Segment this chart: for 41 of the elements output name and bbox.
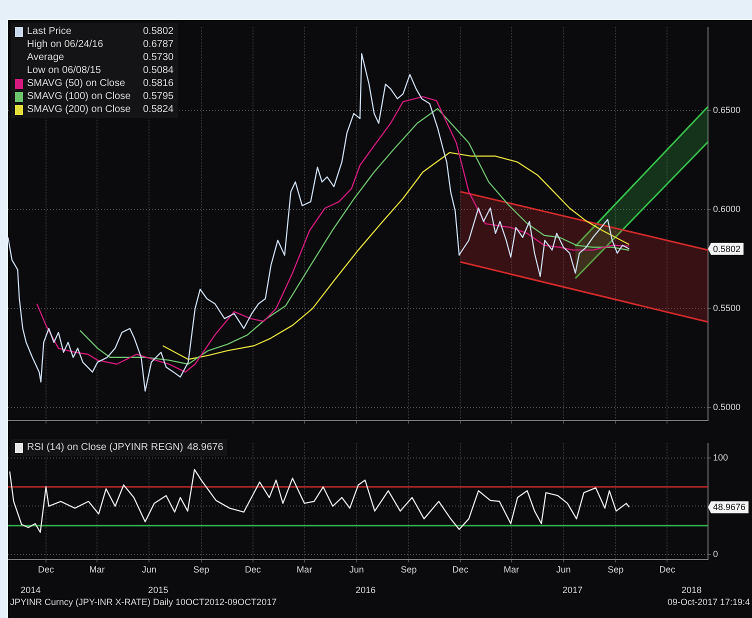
- y-tick-label: 0.5000: [713, 402, 741, 412]
- text: 09-Oct-2017 17:19:4: [667, 597, 750, 607]
- x2-tick-label: 2014: [20, 585, 41, 596]
- text: High on 06/24/16 0.6787: [27, 39, 174, 50]
- x-tick-label: Dec: [244, 564, 262, 574]
- x-tick-label: Jun: [556, 564, 571, 574]
- text: 0.5802: [713, 244, 741, 254]
- annotation: 0.5795: [143, 90, 174, 103]
- y-tick-label: 0.5500: [713, 303, 741, 314]
- x-tick-label: Mar: [296, 564, 312, 574]
- legend-label: SMAVG (200) on Close: [27, 103, 132, 116]
- x-tick-label: Mar: [504, 564, 520, 574]
- x2-tick-label: 2016: [356, 585, 376, 596]
- x-tick-label: Mar: [89, 564, 105, 574]
- x-tick-label: Dec: [659, 564, 676, 574]
- x-tick-label: Dec: [452, 564, 469, 574]
- annotation: 0.5816: [143, 77, 174, 90]
- text: Low on 06/08/15 0.5084: [27, 65, 174, 76]
- legend-label: Last Price: [27, 25, 72, 38]
- x-tick-label: Dec: [38, 564, 54, 574]
- annotation: 0.5802: [143, 25, 174, 38]
- text: JPYINR Curncy (JPY-INR X-RATE) Daily 10OCT2012-09OCT2017: [10, 597, 277, 607]
- x-tick-label: Sep: [193, 564, 210, 574]
- annotation: 48.9676: [187, 441, 224, 454]
- x-tick-label: Sep: [400, 564, 417, 574]
- text: Average 0.5730: [27, 52, 174, 63]
- legend-label: SMAVG (50) on Close: [27, 77, 126, 90]
- x-tick-label: Jun: [142, 564, 156, 574]
- legend-label: SMAVG (100) on Close: [27, 90, 132, 103]
- y-tick-label: 0: [713, 549, 718, 560]
- y-tick-label: 0.6000: [713, 204, 741, 214]
- y-tick-label: 0.6500: [713, 105, 741, 116]
- text: 48.9676: [713, 502, 746, 512]
- annotation: 0.5824: [143, 103, 174, 116]
- x2-tick-label: 2017: [562, 585, 583, 596]
- x2-tick-label: 2018: [682, 585, 702, 596]
- x-tick-label: Sep: [608, 564, 624, 574]
- x2-tick-label: 2015: [148, 585, 168, 596]
- x-tick-label: Jun: [349, 564, 364, 574]
- y-tick-label: 100: [713, 452, 728, 462]
- legend-label: RSI (14) on Close (JPYINR REGN): [27, 441, 184, 454]
